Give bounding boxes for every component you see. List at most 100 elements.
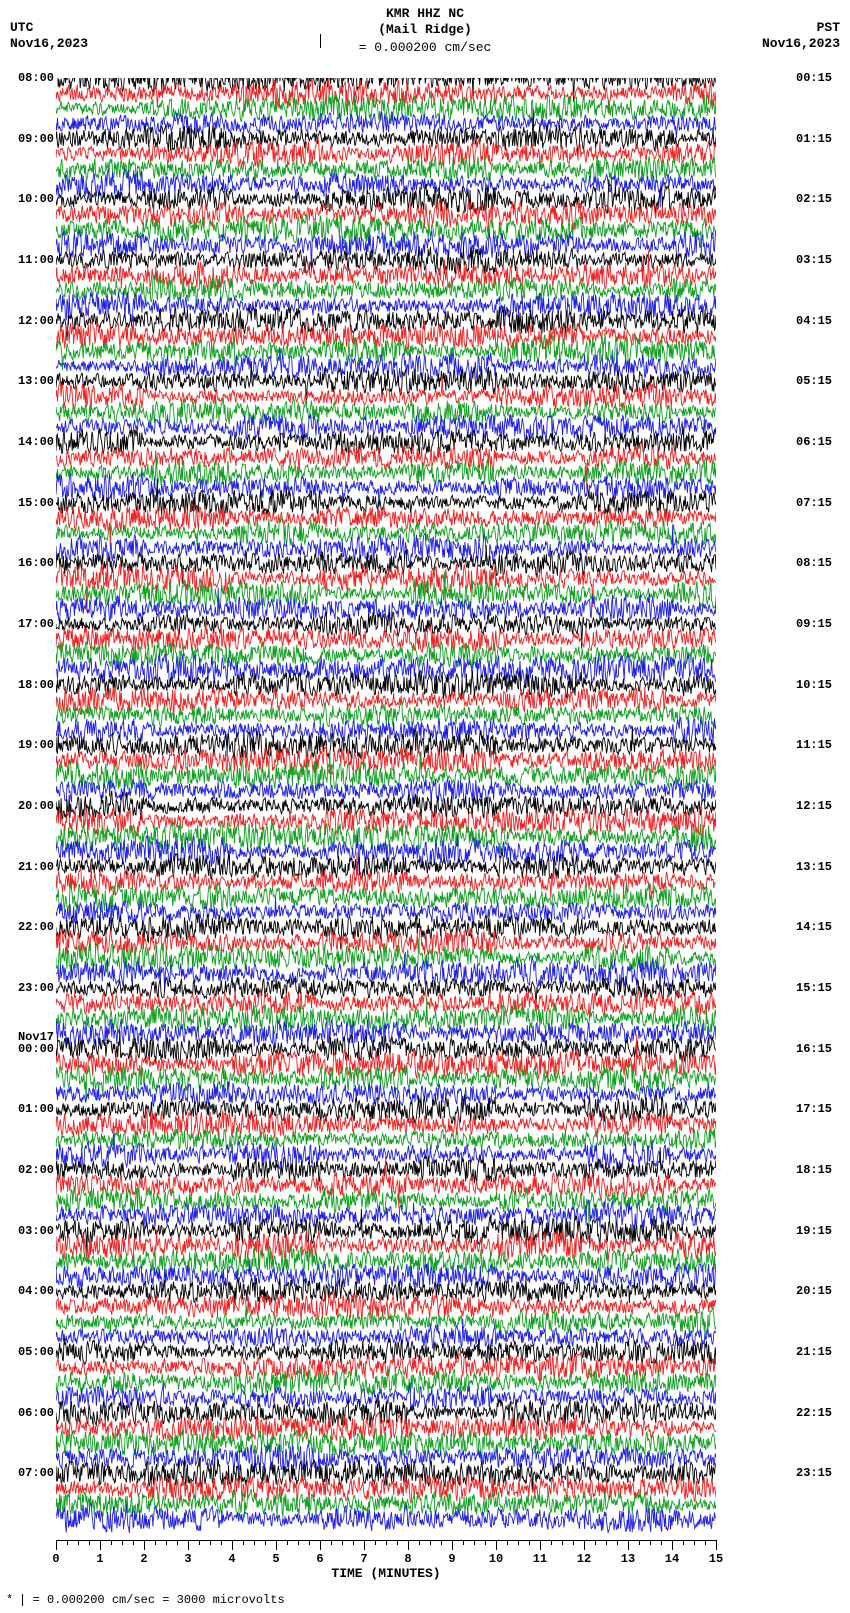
left-hour-label: 01:00	[0, 1103, 54, 1115]
x-tick-major	[100, 1540, 101, 1550]
x-tick-major	[188, 1540, 189, 1550]
tz-left-label: UTC	[10, 20, 33, 35]
footer-scale: * = 0.000200 cm/sec = 3000 microvolts	[6, 1593, 285, 1607]
right-hour-label: 12:15	[796, 800, 850, 812]
left-hour-label: 05:00	[0, 1346, 54, 1358]
station-title: KMR HHZ NC	[386, 6, 464, 21]
left-hour-label: 20:00	[0, 800, 54, 812]
x-axis-baseline	[56, 1540, 716, 1541]
x-tick-label: 4	[228, 1552, 235, 1566]
right-hour-label: 18:15	[796, 1164, 850, 1176]
right-hour-label: 04:15	[796, 315, 850, 327]
right-hour-label: 09:15	[796, 618, 850, 630]
x-tick-label: 14	[665, 1552, 679, 1566]
footer-text: = 0.000200 cm/sec = 3000 microvolts	[25, 1593, 284, 1607]
x-tick-major	[364, 1540, 365, 1550]
x-tick-major	[144, 1540, 145, 1550]
x-tick-major	[672, 1540, 673, 1550]
x-tick-major	[232, 1540, 233, 1550]
right-hour-label: 11:15	[796, 739, 850, 751]
footer-prefix: *	[6, 1593, 20, 1607]
right-hour-label: 08:15	[796, 557, 850, 569]
left-hour-label: 14:00	[0, 436, 54, 448]
x-tick-label: 7	[360, 1552, 367, 1566]
right-hour-label: 17:15	[796, 1103, 850, 1115]
x-tick-label: 10	[489, 1552, 503, 1566]
right-hour-label: 14:15	[796, 921, 850, 933]
x-tick-major	[320, 1540, 321, 1550]
x-tick-label: 11	[533, 1552, 547, 1566]
seismogram-page: KMR HHZ NC (Mail Ridge) = 0.000200 cm/se…	[0, 0, 850, 1613]
seismic-trace	[56, 1489, 716, 1517]
seismogram-svg	[56, 78, 716, 1534]
left-hour-label: 09:00	[0, 133, 54, 145]
right-hour-label: 00:15	[796, 72, 850, 84]
x-tick-label: 3	[184, 1552, 191, 1566]
date-right-label: Nov16,2023	[762, 36, 840, 51]
date-left-label: Nov16,2023	[10, 36, 88, 51]
left-hour-label: 16:00	[0, 557, 54, 569]
x-tick-label: 9	[448, 1552, 455, 1566]
right-time-axis: 00:1501:1502:1503:1504:1505:1506:1507:15…	[796, 78, 850, 1534]
seismic-trace	[56, 247, 716, 275]
left-hour-label: 11:00	[0, 254, 54, 266]
x-tick-major	[584, 1540, 585, 1550]
right-hour-label: 16:15	[796, 1043, 850, 1055]
footer-bar-icon	[22, 1594, 23, 1606]
x-tick-label: 13	[621, 1552, 635, 1566]
x-tick-label: 8	[404, 1552, 411, 1566]
right-hour-label: 22:15	[796, 1407, 850, 1419]
left-hour-label: 03:00	[0, 1225, 54, 1237]
x-tick-label: 15	[709, 1552, 723, 1566]
right-hour-label: 21:15	[796, 1346, 850, 1358]
x-tick-major	[452, 1540, 453, 1550]
left-hour-label: 18:00	[0, 679, 54, 691]
seismogram-plot	[56, 78, 716, 1534]
x-tick-label: 5	[272, 1552, 279, 1566]
left-hour-label: 02:00	[0, 1164, 54, 1176]
right-hour-label: 03:15	[796, 254, 850, 266]
x-tick-major	[276, 1540, 277, 1550]
station-subtitle: (Mail Ridge)	[378, 22, 472, 37]
x-tick-major	[716, 1540, 717, 1550]
x-axis-title: TIME (MINUTES)	[331, 1566, 440, 1581]
x-tick-label: 12	[577, 1552, 591, 1566]
seismic-trace	[56, 1503, 716, 1533]
left-hour-label: 12:00	[0, 315, 54, 327]
x-tick-major	[56, 1540, 57, 1550]
left-hour-label: 23:00	[0, 982, 54, 994]
header: KMR HHZ NC (Mail Ridge) = 0.000200 cm/se…	[0, 0, 850, 70]
x-tick-label: 2	[140, 1552, 147, 1566]
left-hour-label: 17:00	[0, 618, 54, 630]
tz-right-label: PST	[817, 20, 840, 35]
scale-bar-icon	[320, 34, 321, 48]
x-tick-label: 1	[96, 1552, 103, 1566]
right-hour-label: 13:15	[796, 861, 850, 873]
right-hour-label: 07:15	[796, 497, 850, 509]
left-hour-label: 22:00	[0, 921, 54, 933]
x-tick-label: 6	[316, 1552, 323, 1566]
right-hour-label: 01:15	[796, 133, 850, 145]
right-hour-label: 02:15	[796, 193, 850, 205]
x-tick-label: 0	[52, 1552, 59, 1566]
scale-label: = 0.000200 cm/sec	[359, 40, 492, 55]
right-hour-label: 06:15	[796, 436, 850, 448]
left-hour-label: 06:00	[0, 1407, 54, 1419]
left-hour-label: 00:00	[0, 1043, 54, 1055]
right-hour-label: 05:15	[796, 375, 850, 387]
right-hour-label: 10:15	[796, 679, 850, 691]
left-hour-label: 08:00	[0, 72, 54, 84]
left-hour-label: 04:00	[0, 1285, 54, 1297]
right-hour-label: 19:15	[796, 1225, 850, 1237]
left-hour-label: 19:00	[0, 739, 54, 751]
left-hour-label: 13:00	[0, 375, 54, 387]
left-hour-label: 07:00	[0, 1467, 54, 1479]
x-axis: TIME (MINUTES) 0123456789101112131415	[56, 1540, 716, 1580]
right-hour-label: 15:15	[796, 982, 850, 994]
left-hour-label: 21:00	[0, 861, 54, 873]
left-hour-label: 15:00	[0, 497, 54, 509]
x-tick-major	[628, 1540, 629, 1550]
left-time-axis: 08:0009:0010:0011:0012:0013:0014:0015:00…	[0, 78, 54, 1534]
x-tick-major	[540, 1540, 541, 1550]
left-day-marker: Nov17	[0, 1031, 54, 1043]
